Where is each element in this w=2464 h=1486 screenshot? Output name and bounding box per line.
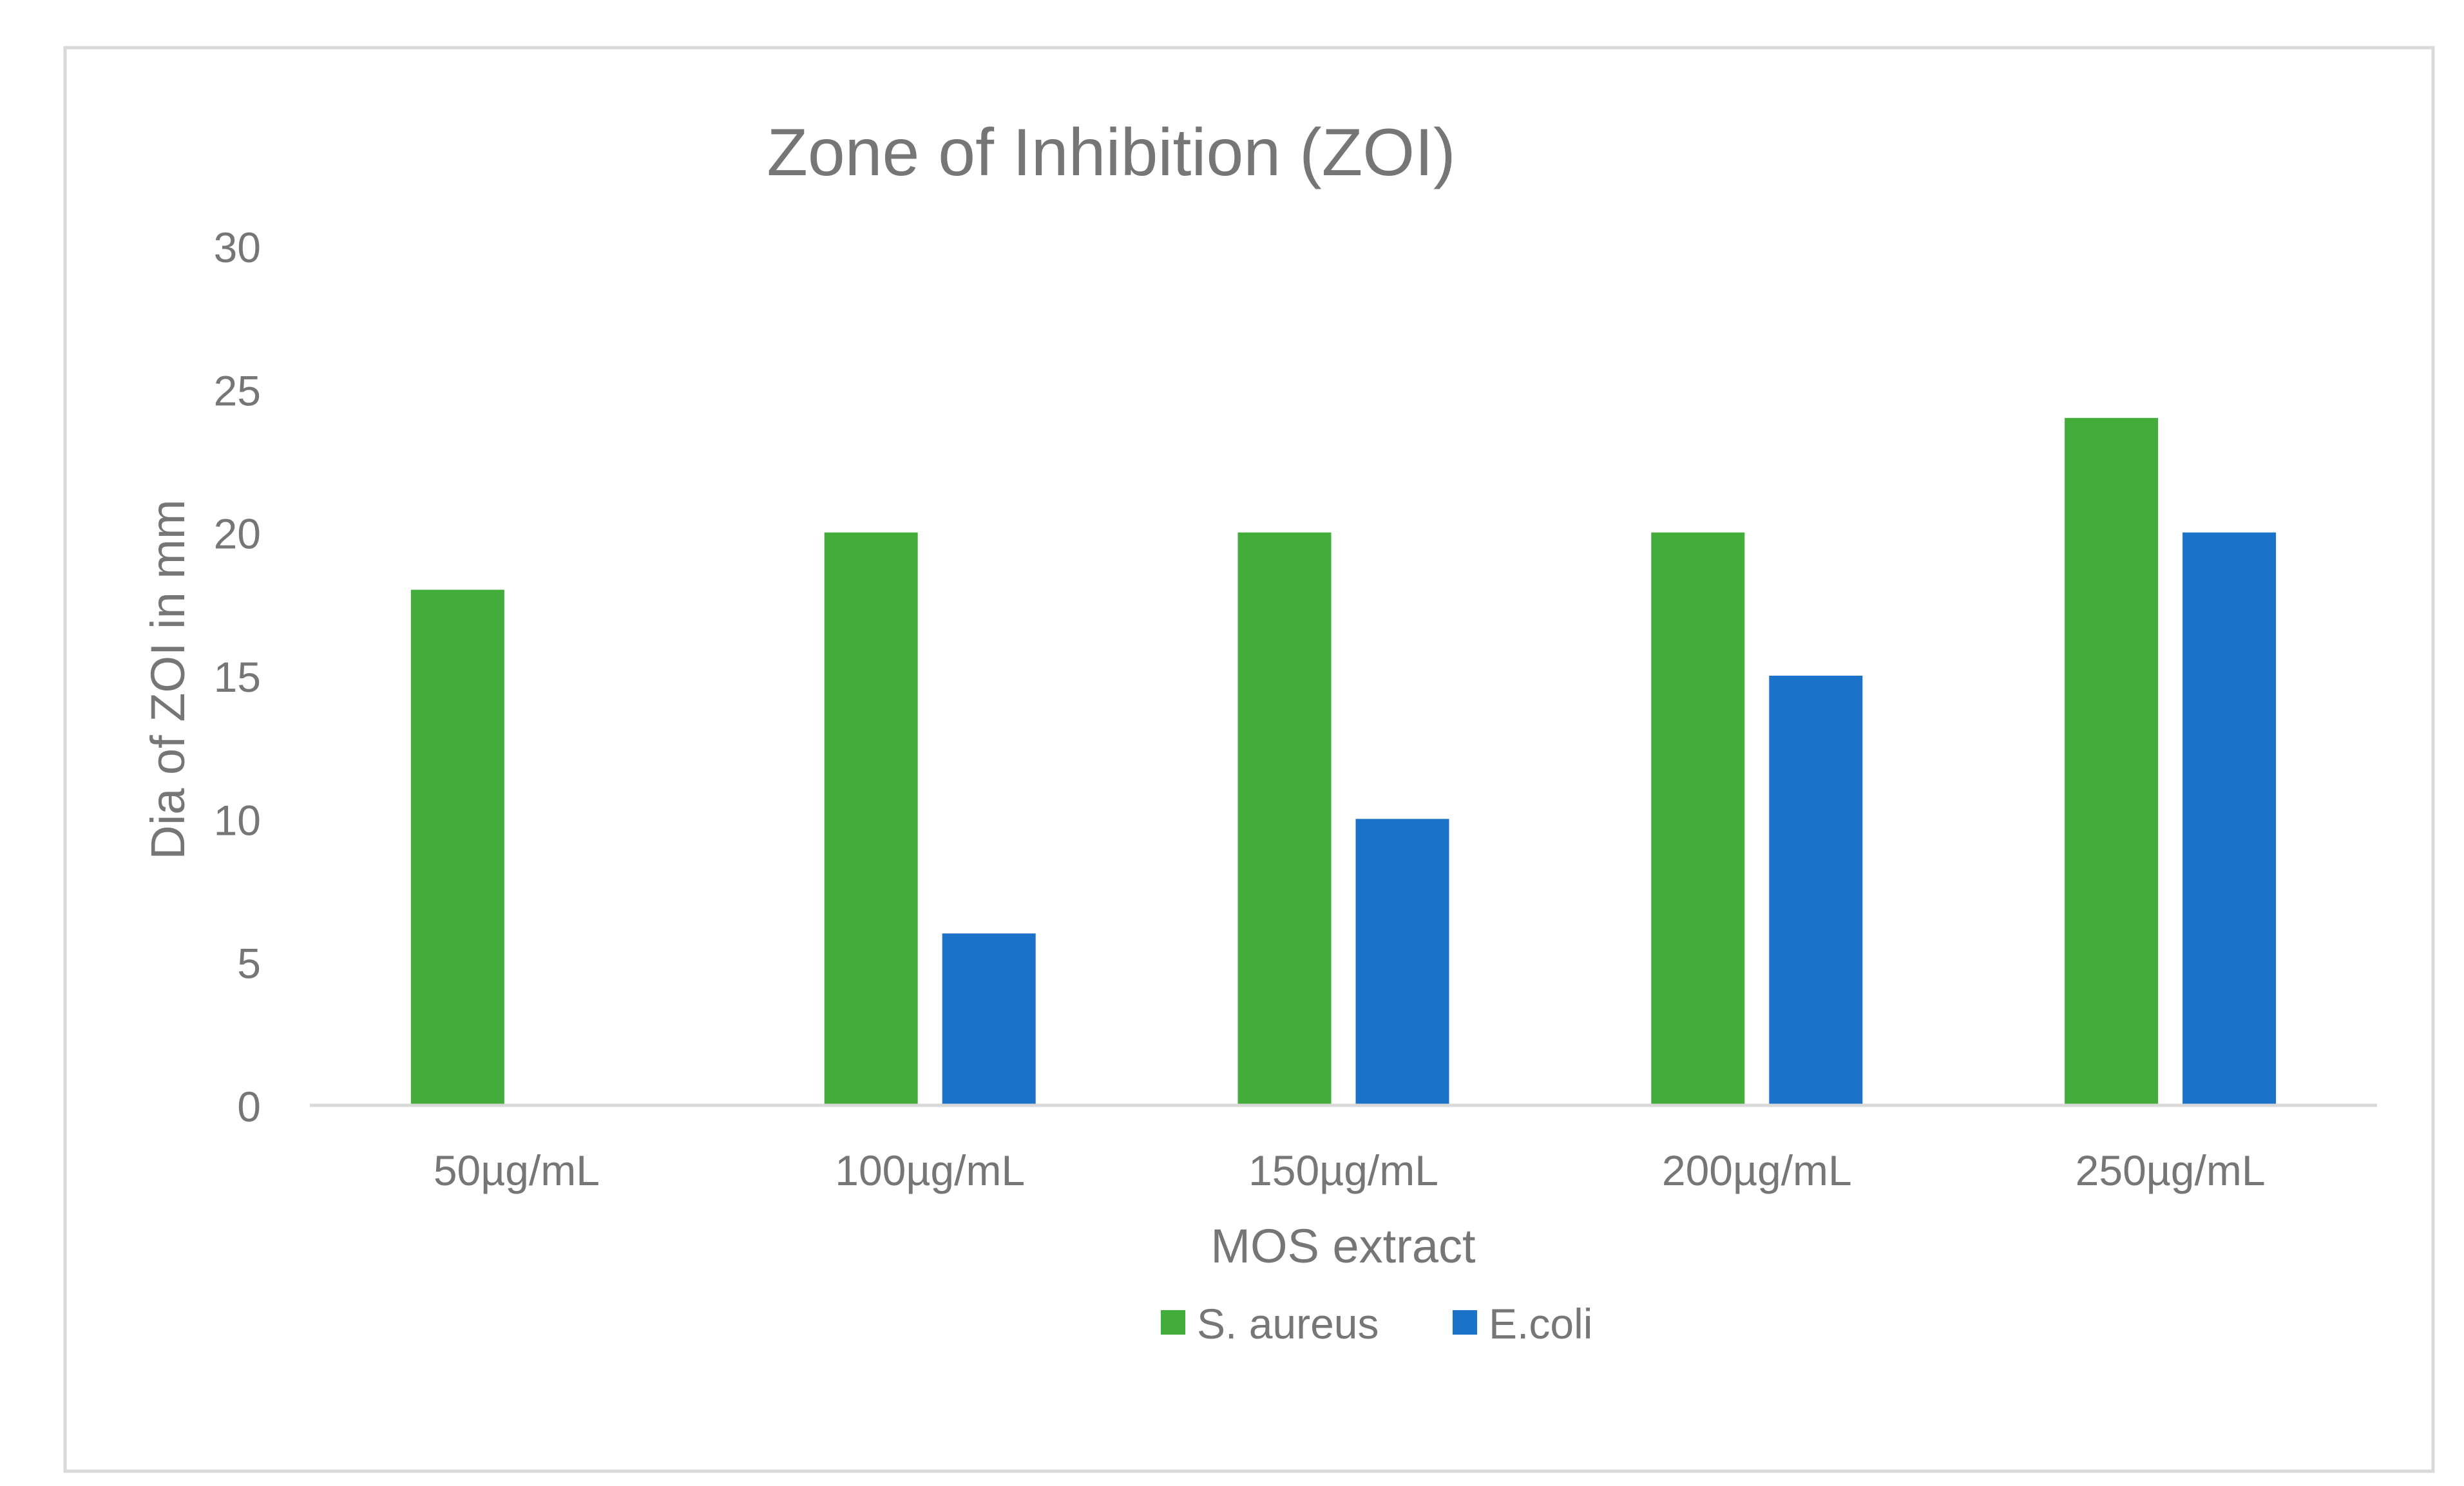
- y-tick-label: 15: [214, 653, 261, 701]
- bar-s-aureus-1: [824, 532, 918, 1105]
- x-tick-labels: 50µg/mL 100µg/mL 150µg/mL 200µg/mL 250µg/mL: [434, 1147, 2266, 1194]
- y-tick-label: 30: [214, 224, 261, 271]
- x-tick-label: 100µg/mL: [835, 1147, 1025, 1194]
- x-axis-label: MOS extract: [1210, 1219, 1476, 1273]
- bar-s-aureus-2: [1237, 532, 1332, 1105]
- y-tick-label: 20: [214, 510, 261, 558]
- y-tick-label: 25: [214, 367, 261, 414]
- y-tick-label: 5: [237, 940, 261, 987]
- legend: S. aureus E.coli: [1161, 1300, 1592, 1348]
- bar-e-coli-1: [942, 933, 1036, 1105]
- bar-e-coli-3: [1769, 676, 1863, 1105]
- bar-e-coli-2: [1355, 819, 1449, 1105]
- bar-s-aureus-4: [2065, 417, 2159, 1105]
- x-tick-label: 200µg/mL: [1662, 1147, 1852, 1194]
- y-axis-label: Dia of ZOI in mm: [141, 499, 195, 859]
- legend-label: S. aureus: [1197, 1300, 1379, 1348]
- y-tick-label: 10: [214, 796, 261, 844]
- bar-s-aureus-0: [410, 589, 504, 1105]
- legend-swatch: [1453, 1310, 1477, 1335]
- bars: [410, 417, 2277, 1105]
- y-tick-labels: 0 5 10 15 20 25 30: [214, 224, 261, 1130]
- bar-s-aureus-3: [1651, 532, 1745, 1105]
- x-tick-label: 150µg/mL: [1248, 1147, 1438, 1194]
- bar-e-coli-4: [2182, 532, 2277, 1105]
- legend-label: E.coli: [1489, 1300, 1592, 1348]
- chart-title: Zone of Inhibition (ZOI): [767, 115, 1455, 190]
- x-tick-label: 50µg/mL: [434, 1147, 600, 1194]
- x-tick-label: 250µg/mL: [2076, 1147, 2266, 1194]
- y-tick-label: 0: [237, 1083, 261, 1130]
- legend-swatch: [1161, 1310, 1185, 1335]
